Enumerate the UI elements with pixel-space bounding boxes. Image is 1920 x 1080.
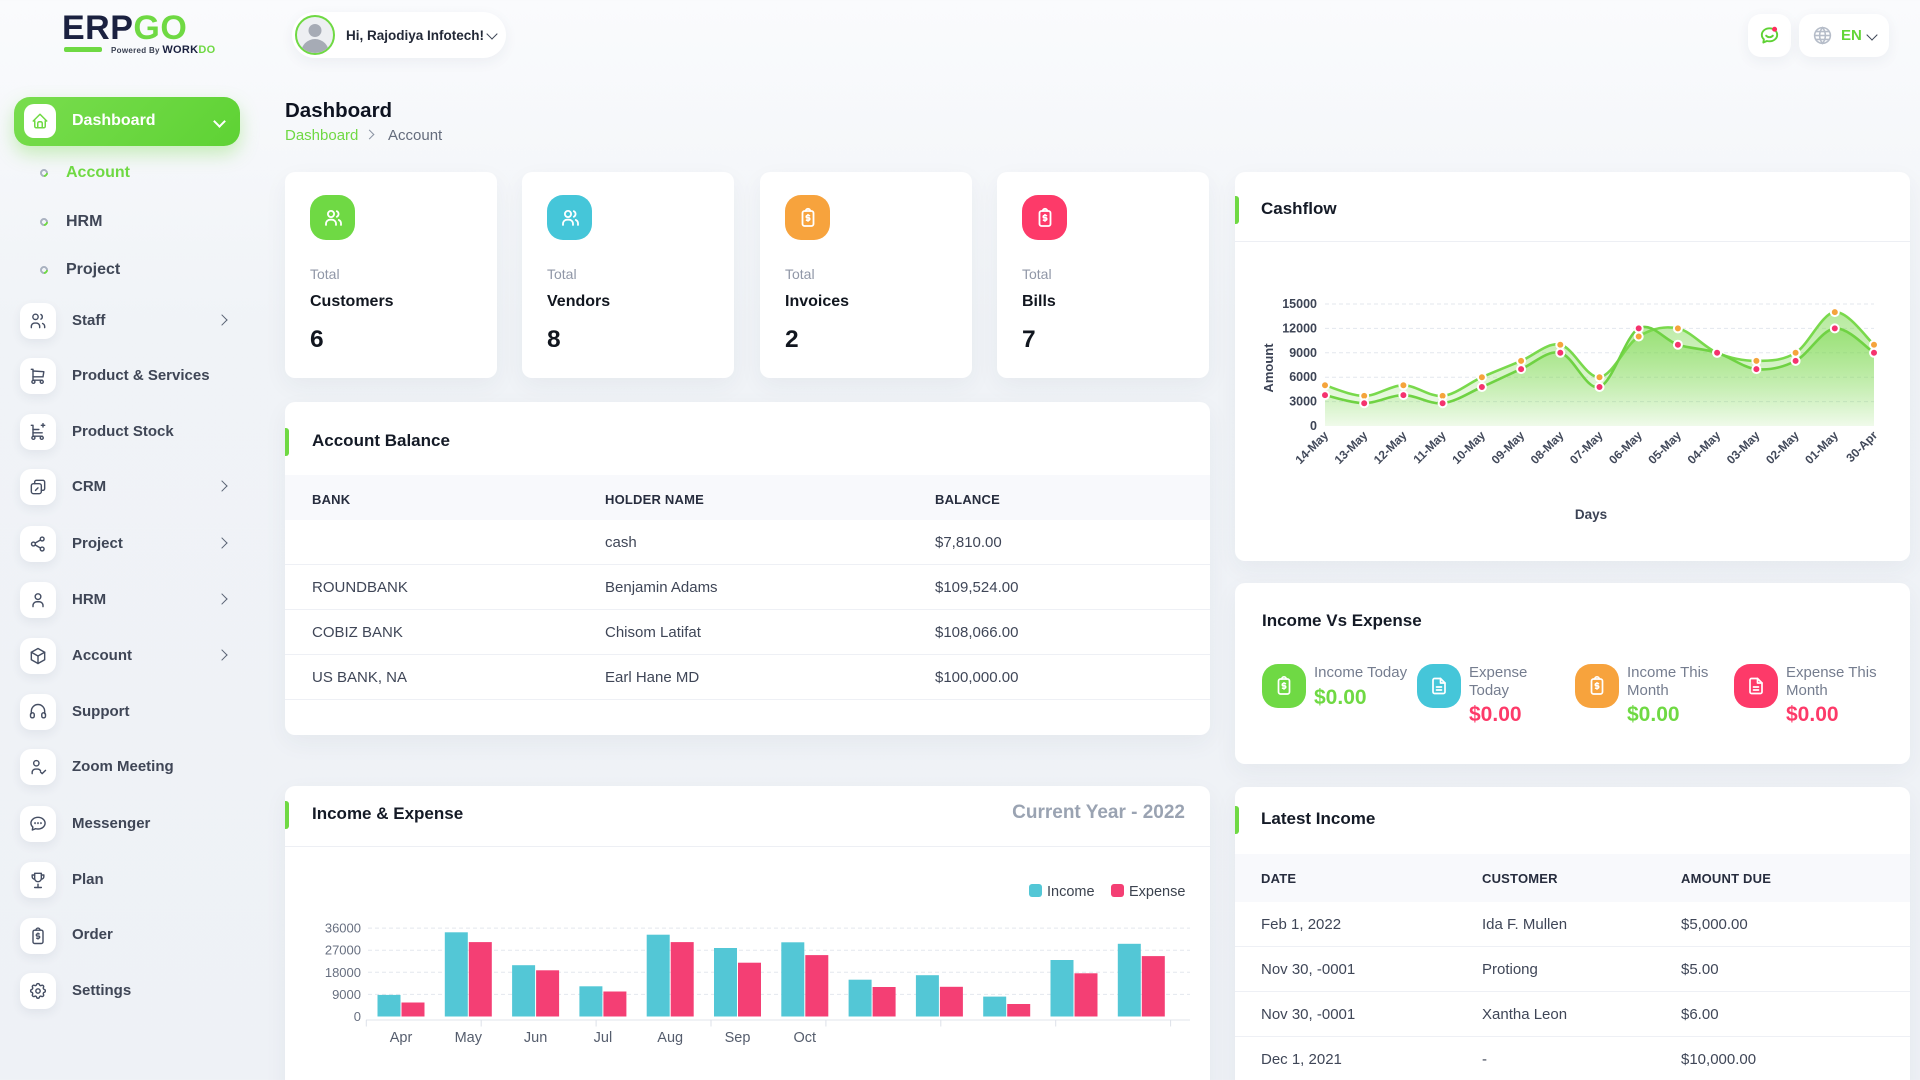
svg-text:6000: 6000 — [1289, 370, 1317, 384]
svg-text:05-May: 05-May — [1645, 428, 1684, 467]
svg-text:May: May — [455, 1030, 483, 1046]
svg-text:Jul: Jul — [594, 1030, 613, 1046]
svg-text:0: 0 — [1310, 419, 1317, 433]
svg-text:10-May: 10-May — [1449, 428, 1488, 467]
svg-text:18000: 18000 — [325, 965, 361, 980]
svg-text:3000: 3000 — [1289, 395, 1317, 409]
svg-text:12000: 12000 — [1282, 321, 1317, 335]
svg-text:Apr: Apr — [390, 1030, 413, 1046]
svg-text:27000: 27000 — [325, 943, 361, 958]
svg-text:Days: Days — [1575, 507, 1607, 522]
svg-text:36000: 36000 — [325, 921, 361, 936]
svg-text:Sep: Sep — [725, 1030, 751, 1046]
svg-text:0: 0 — [354, 1009, 361, 1024]
svg-text:12-May: 12-May — [1371, 428, 1410, 467]
svg-text:9000: 9000 — [332, 987, 361, 1002]
svg-text:Expense: Expense — [1129, 884, 1185, 900]
svg-text:Aug: Aug — [657, 1030, 683, 1046]
svg-text:06-May: 06-May — [1606, 428, 1645, 467]
svg-text:02-May: 02-May — [1763, 428, 1802, 467]
svg-text:14-May: 14-May — [1292, 428, 1331, 467]
svg-text:15000: 15000 — [1282, 297, 1317, 311]
svg-text:13-May: 13-May — [1332, 428, 1371, 467]
svg-text:03-May: 03-May — [1724, 428, 1763, 467]
svg-text:30-Apr: 30-Apr — [1843, 428, 1880, 465]
svg-text:Amount: Amount — [1261, 343, 1276, 393]
svg-text:Income: Income — [1047, 884, 1095, 900]
svg-text:01-May: 01-May — [1802, 428, 1841, 467]
svg-text:04-May: 04-May — [1685, 428, 1724, 467]
svg-text:11-May: 11-May — [1411, 428, 1449, 466]
svg-text:08-May: 08-May — [1528, 428, 1567, 467]
svg-text:09-May: 09-May — [1489, 428, 1528, 467]
svg-text:9000: 9000 — [1289, 346, 1317, 360]
svg-text:07-May: 07-May — [1567, 428, 1606, 467]
svg-text:Oct: Oct — [794, 1030, 817, 1046]
svg-text:Jun: Jun — [524, 1030, 547, 1046]
